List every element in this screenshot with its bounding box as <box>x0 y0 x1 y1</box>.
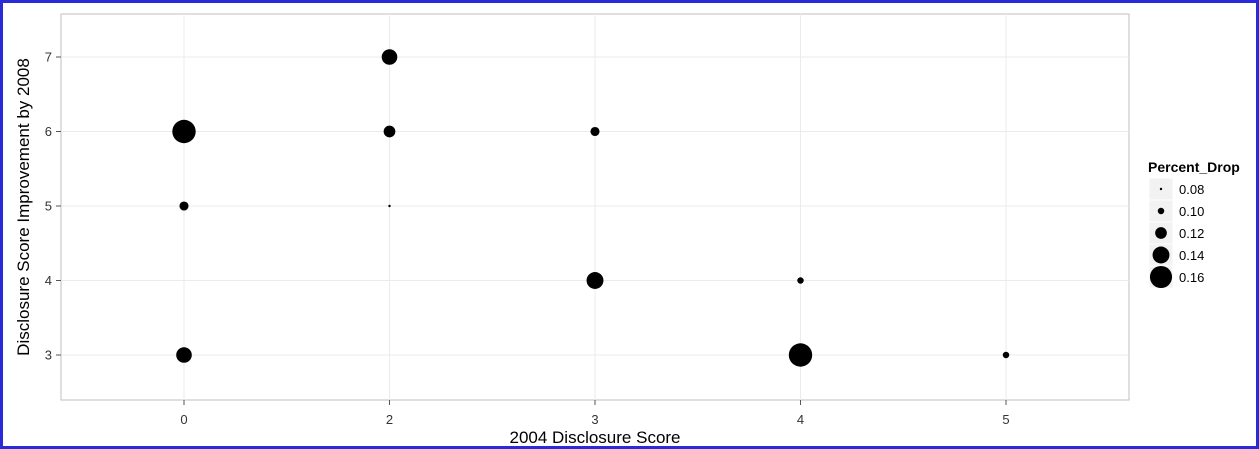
axes: 0 2 3 4 5 3 4 5 6 7 <box>45 50 1010 428</box>
y-tick-label: 3 <box>45 348 52 363</box>
legend-label: 0.12 <box>1179 226 1204 241</box>
legend-symbol <box>1149 265 1173 289</box>
x-tick-label: 2 <box>386 412 393 427</box>
y-tick-label: 7 <box>45 50 52 65</box>
data-point <box>381 49 398 65</box>
data-point <box>788 343 813 367</box>
legend-label: 0.16 <box>1179 270 1204 285</box>
data-point <box>586 272 604 289</box>
y-tick-label: 6 <box>45 124 52 139</box>
y-tick-label: 5 <box>45 199 52 214</box>
legend-symbol <box>1157 207 1165 215</box>
data-point <box>383 125 396 138</box>
legend-symbol <box>1155 227 1167 239</box>
legend-label: 0.08 <box>1179 182 1204 197</box>
x-tick-label: 3 <box>591 412 598 427</box>
legend-label: 0.14 <box>1179 248 1204 263</box>
data-point <box>1002 351 1010 359</box>
legend: Percent_Drop 0.08 0.10 0.12 0.14 0.16 <box>1148 159 1240 289</box>
data-point <box>176 347 192 363</box>
x-axis-title: 2004 Disclosure Score <box>509 428 680 447</box>
y-axis-title: Disclosure Score Improvement by 2008 <box>14 58 33 356</box>
legend-label: 0.10 <box>1179 204 1204 219</box>
x-tick-label: 5 <box>1002 412 1009 427</box>
data-point <box>172 119 196 144</box>
data-point <box>590 126 600 137</box>
legend-symbol <box>1152 246 1170 264</box>
legend-symbol <box>1159 187 1163 191</box>
data-point <box>179 201 189 211</box>
y-tick-label: 4 <box>45 273 52 288</box>
legend-title: Percent_Drop <box>1148 159 1240 175</box>
x-tick-label: 0 <box>180 412 187 427</box>
data-points <box>172 49 1010 367</box>
x-tick-label: 4 <box>797 412 804 427</box>
data-point <box>388 204 391 208</box>
data-point <box>797 277 804 284</box>
